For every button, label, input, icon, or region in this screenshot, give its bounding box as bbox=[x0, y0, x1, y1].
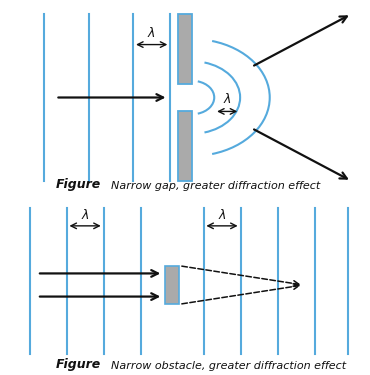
Bar bbox=[178, 111, 192, 181]
Text: λ: λ bbox=[218, 209, 226, 222]
Bar bbox=[178, 14, 192, 84]
Text: Narrow gap, greater diffraction effect: Narrow gap, greater diffraction effect bbox=[111, 181, 320, 191]
Text: Narrow obstacle, greater diffraction effect: Narrow obstacle, greater diffraction eff… bbox=[111, 362, 346, 371]
Text: λ: λ bbox=[81, 209, 89, 222]
Bar bbox=[165, 266, 179, 304]
Text: Figure: Figure bbox=[56, 178, 101, 191]
Text: λ: λ bbox=[148, 27, 155, 40]
Text: Figure: Figure bbox=[56, 358, 101, 371]
Text: λ: λ bbox=[223, 93, 231, 106]
